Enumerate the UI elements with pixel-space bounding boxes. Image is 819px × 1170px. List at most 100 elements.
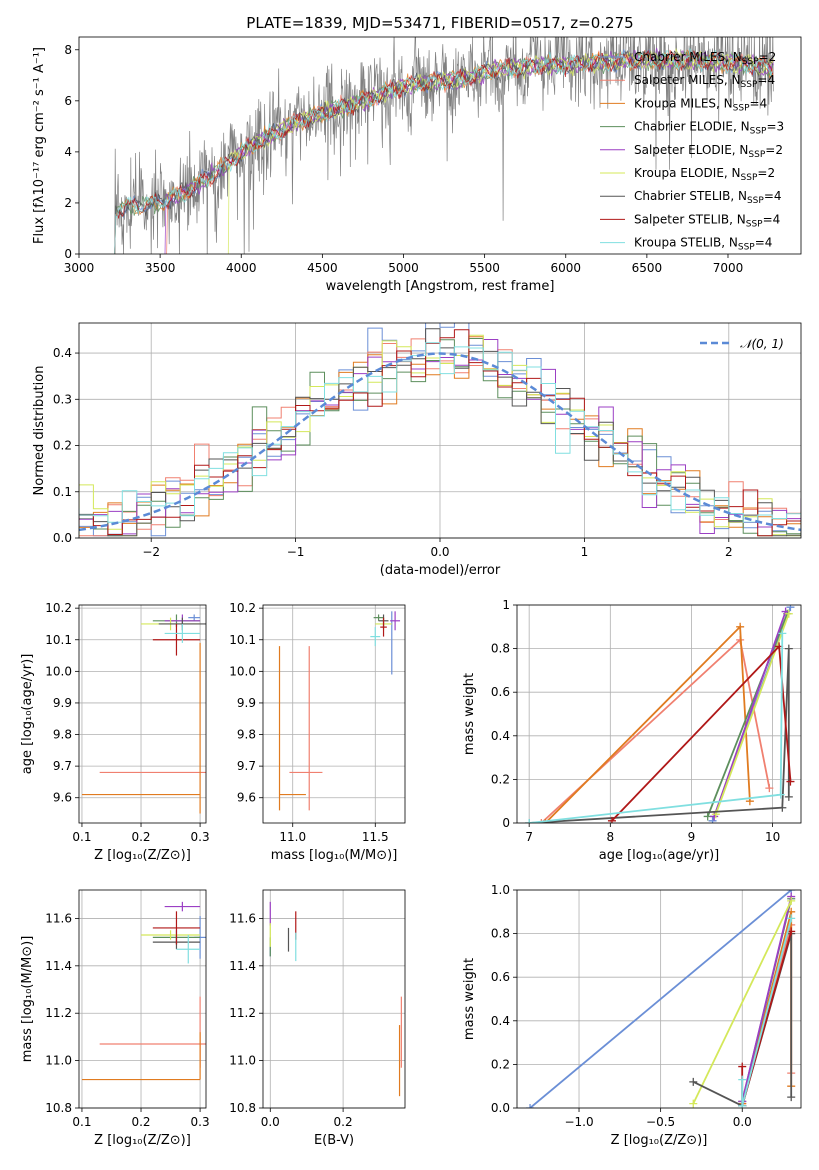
weight-point-marker — [786, 777, 795, 786]
weight-point-marker — [525, 819, 534, 823]
y-tick-label: 9.6 — [53, 791, 72, 805]
y-axis-label: Flux [fλ10⁻¹⁷ erg cm⁻² s⁻¹ A⁻¹] — [32, 47, 47, 244]
x-tick-label: 3000 — [64, 261, 95, 275]
y-tick-label: 0.0 — [53, 531, 72, 545]
x-tick-label: −1 — [287, 545, 305, 559]
legend-label: Chabrier STELIB, NSSP=4 — [634, 189, 782, 206]
plot-area — [525, 605, 795, 823]
legend-label: Salpeter ELODIE, NSSP=2 — [634, 143, 783, 160]
y-tick-label: 0.4 — [53, 346, 72, 360]
y-tick-label: 9.8 — [237, 728, 256, 742]
mass-vs-ebv-panel: 0.0 0.2 10.8 11.0 11.2 11.4 11.6 E(B-V) — [229, 889, 406, 1148]
legend-label: Kroupa STELIB, NSSP=4 — [634, 236, 772, 253]
x-axis-label: Z [log₁₀(Z/Z⊙)] — [611, 1133, 708, 1148]
legend-label-tail: =4 — [764, 189, 782, 203]
legend-label-sub: SSP — [750, 127, 767, 137]
y-tick-label: 9.7 — [53, 759, 72, 773]
age-vs-mass-panel: 11.0 11.5 9.6 9.7 9.8 9.9 10.0 10.1 10.2 mass [lo… — [229, 601, 406, 863]
axes-frame — [78, 36, 802, 255]
x-tick-label: 6000 — [550, 261, 581, 275]
x-tick-label: −1.0 — [564, 1115, 593, 1129]
weight-point-marker — [708, 816, 717, 823]
weight-line-salpeter-elodie — [713, 611, 787, 817]
y-tick-label: 11.2 — [45, 1006, 72, 1020]
weight-line-salpeter-elodie — [741, 896, 793, 1102]
axes-frame — [78, 604, 207, 824]
x-tick-label: 10 — [765, 830, 780, 844]
y-tick-label: 9.6 — [237, 791, 256, 805]
y-tick-label: 1.0 — [491, 883, 510, 897]
legend-label: Salpeter MILES, NSSP=4 — [634, 73, 775, 90]
massweight-vs-metallicity-panel: −1.0 −0.5 0.0 0.0 0.2 0.4 0.6 0.8 1.0 Z [log₁₀(Z/… — [462, 883, 802, 1148]
x-axis-label: Z [log₁₀(Z/Z⊙)] — [94, 848, 191, 863]
axes-frame — [78, 322, 802, 539]
legend-label-sub: SSP — [748, 150, 765, 160]
y-tick-label: 11.6 — [229, 911, 256, 925]
axes-frame — [262, 604, 406, 824]
legend-label-tail: =4 — [755, 236, 773, 250]
y-tick-label: 10.2 — [229, 601, 256, 615]
x-tick-label: 9 — [688, 830, 696, 844]
x-axis-label: wavelength [Angstrom, rest frame] — [326, 279, 555, 294]
y-axis-label: mass weight — [462, 958, 477, 1040]
y-tick-label: 0.2 — [491, 1057, 510, 1071]
weight-line-kroupa-elodie — [714, 613, 790, 815]
weight-point-marker — [607, 816, 616, 823]
y-tick-label: 6 — [64, 94, 72, 108]
legend-label: Kroupa ELODIE, NSSP=2 — [634, 166, 775, 183]
y-tick-label: 0.8 — [491, 927, 510, 941]
x-tick-label: 0.2 — [334, 1115, 353, 1129]
legend-label-tail: =2 — [759, 50, 777, 64]
legend-label-tail: =4 — [763, 212, 781, 226]
x-tick-label: −0.5 — [646, 1115, 675, 1129]
weight-point-marker — [738, 1062, 747, 1071]
x-tick-label: 11.0 — [279, 830, 306, 844]
weight-point-marker — [784, 792, 793, 801]
weight-line-kroupa-elodie — [692, 900, 793, 1104]
legend-label-sub: SSP — [742, 57, 759, 67]
x-axis-label: E(B-V) — [314, 1133, 354, 1148]
legend-label-sub: SSP — [741, 80, 758, 90]
weight-point-marker — [537, 819, 546, 823]
x-tick-label: 3500 — [145, 261, 176, 275]
y-tick-label: 4 — [64, 145, 72, 159]
x-tick-label: 1 — [581, 545, 589, 559]
y-tick-label: 0.8 — [491, 642, 510, 656]
y-axis-label: Normed distribution — [32, 366, 47, 496]
residuals-panel: −2 −1 0.0 1 2 0.0 0.1 0.2 0.3 0.4 (data-model)/err… — [32, 322, 802, 578]
x-tick-label: 0.1 — [72, 1115, 91, 1129]
legend-label-base: Kroupa ELODIE, N — [634, 166, 741, 180]
weight-point-marker — [776, 790, 785, 799]
y-axis-label: mass [log₁₀(M/M⊙)] — [20, 936, 35, 1063]
x-axis-label: age [log₁₀(age/yr)] — [599, 848, 720, 863]
weight-point-marker — [689, 1099, 698, 1108]
x-tick-label: 5000 — [388, 261, 419, 275]
y-tick-label: 9.7 — [237, 759, 256, 773]
legend-label-tail: =2 — [765, 143, 783, 157]
y-tick-label: 2 — [64, 196, 72, 210]
figure-title: PLATE=1839, MJD=53471, FIBERID=0517, z=0… — [246, 14, 633, 32]
y-tick-label: 0.2 — [53, 439, 72, 453]
model-spectrum-line-kroupa-stelib — [114, 47, 773, 254]
y-tick-label: 10.8 — [45, 1101, 72, 1115]
axes-frame — [516, 604, 802, 824]
weight-point-marker — [787, 914, 796, 923]
y-tick-label: 11.4 — [45, 959, 72, 973]
weight-point-marker — [765, 784, 774, 793]
legend-label: Kroupa MILES, NSSP=4 — [634, 96, 767, 113]
x-axis-label: Z [log₁₀(Z/Z⊙)] — [94, 1133, 191, 1148]
x-tick-label: 4500 — [307, 261, 338, 275]
weight-line-chabrier-miles — [529, 890, 792, 1108]
legend-label-base: Kroupa MILES, N — [634, 96, 733, 110]
legend-label-tail: =4 — [750, 96, 768, 110]
y-tick-label: 8 — [64, 43, 72, 57]
data-spectrum-line — [114, 37, 774, 254]
weight-point-marker — [784, 609, 793, 618]
legend-label-base: Chabrier MILES, N — [634, 50, 742, 64]
plot-area — [81, 901, 206, 1081]
y-tick-label: 10.8 — [229, 1101, 256, 1115]
legend-label-sub: SSP — [741, 173, 758, 183]
y-tick-label: 11.6 — [45, 911, 72, 925]
y-axis-label: age [log₁₀(age/yr)] — [20, 654, 35, 775]
x-tick-label: 5500 — [469, 261, 500, 275]
